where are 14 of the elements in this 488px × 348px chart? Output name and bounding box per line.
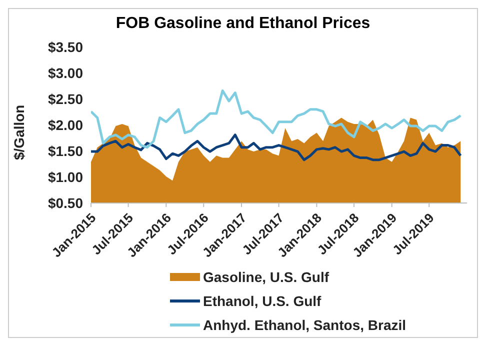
y-tick-label: $3.50 [48, 38, 84, 55]
y-tick-label: $1.00 [48, 168, 84, 185]
y-axis-title: $/Gallon [10, 104, 27, 160]
y-tick-label: $0.50 [48, 194, 84, 211]
legend-label: Ethanol, U.S. Gulf [202, 292, 322, 311]
y-tick-label: $3.00 [48, 64, 84, 81]
line-series [91, 134, 462, 162]
legend-label: Anhyd. Ethanol, Santos, Brazil [202, 316, 406, 335]
y-tick-label: $2.00 [48, 116, 84, 133]
y-tick-label: $1.50 [48, 142, 84, 159]
legend-label: Gasoline, U.S. Gulf [202, 268, 330, 287]
y-tick-label: $2.50 [48, 90, 84, 107]
line-series [91, 89, 462, 149]
chart-title: FOB Gasoline and Ethanol Prices [114, 14, 372, 34]
